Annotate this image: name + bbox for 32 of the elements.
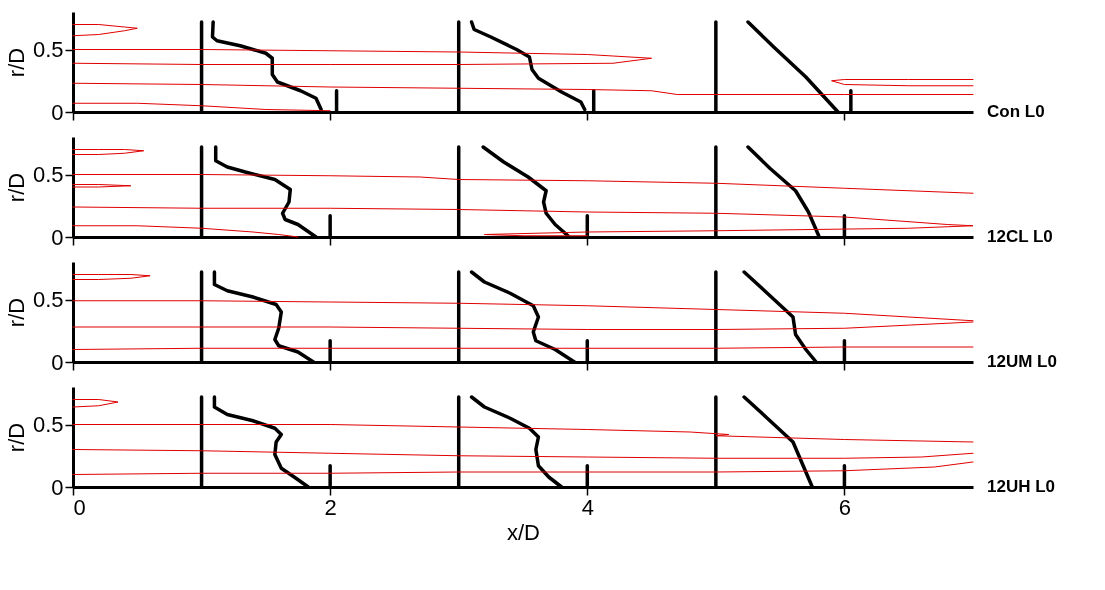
x-tick-label: 0 (73, 494, 86, 520)
line-series (72, 461, 974, 475)
y-tick-label: 0 (51, 99, 64, 125)
line-series (72, 174, 974, 194)
x-tick-label: 2 (324, 494, 337, 520)
line-series (72, 449, 974, 459)
text: Con L0 (987, 102, 1045, 121)
line-series (72, 82, 974, 95)
y-tick-label: 0 (51, 224, 64, 250)
line-series (831, 79, 974, 87)
y-axis-title: r/D (3, 297, 29, 328)
x-tick-label: 4 (581, 494, 594, 520)
line-series (72, 225, 299, 238)
y-tick-label: 0.5 (32, 412, 64, 437)
line-series (72, 399, 119, 408)
y-tick-label: 0.5 (32, 287, 64, 312)
y-tick-label: 0.5 (32, 162, 64, 187)
text: 12UM L0 (987, 352, 1057, 371)
line-series (72, 49, 653, 65)
y-axis-title: r/D (3, 47, 29, 78)
y-axis-title: r/D (3, 172, 29, 203)
text: 12UH L0 (987, 477, 1056, 496)
line-series (72, 24, 138, 37)
x-axis-title: x/D (507, 519, 540, 545)
x-tick-label: 6 (838, 494, 852, 520)
line-series (72, 424, 974, 443)
y-tick-label: 0 (51, 474, 64, 500)
text: 12CL L0 (987, 227, 1053, 246)
y-axis-title: r/D (3, 422, 29, 453)
y-tick-label: 0 (51, 349, 64, 375)
line-series (72, 102, 331, 112)
y-tick-label: 0.5 (32, 37, 64, 62)
